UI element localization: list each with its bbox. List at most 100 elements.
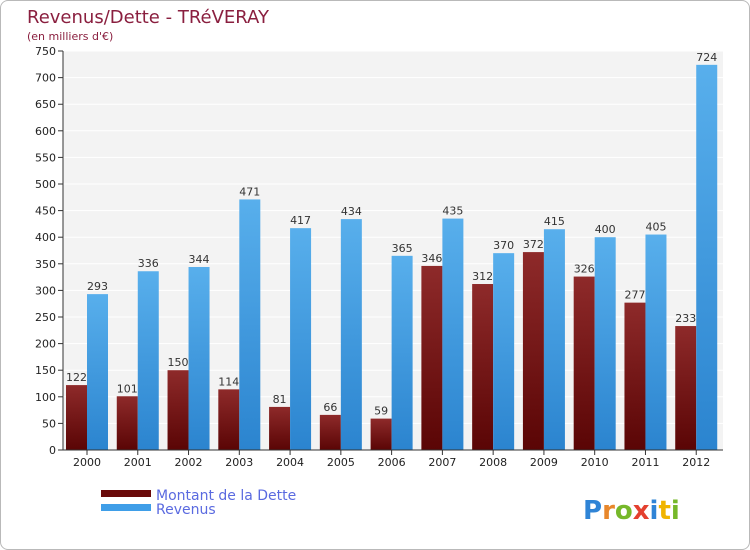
x-tick-label: 2010 <box>581 456 609 469</box>
data-label: 66 <box>323 401 337 414</box>
y-tick-label: 200 <box>35 338 56 351</box>
data-label: 101 <box>117 382 138 395</box>
y-tick-label: 400 <box>35 231 56 244</box>
bars: 122 293 101 336 150 344 114 471 81 417 66 434 59 365 3… <box>66 51 718 450</box>
proxiti-logo: Proxiti <box>583 496 680 526</box>
data-label: 434 <box>341 205 362 218</box>
logo-letter: P <box>583 496 602 526</box>
legend: Montant de la Dette Revenus <box>101 488 296 518</box>
data-label: 336 <box>138 257 159 270</box>
y-tick-label: 650 <box>35 98 56 111</box>
data-label: 312 <box>472 270 493 283</box>
bar-revenus <box>391 255 413 450</box>
data-label: 372 <box>523 238 544 251</box>
x-tick-label: 2009 <box>530 456 558 469</box>
bar-revenus <box>290 228 312 450</box>
bar-revenus <box>645 234 667 450</box>
y-tick-label: 350 <box>35 258 56 271</box>
logo-letter: o <box>615 496 633 526</box>
y-tick-label: 300 <box>35 284 56 297</box>
x-tick-label: 2003 <box>225 456 253 469</box>
data-label: 233 <box>675 312 696 325</box>
bar-dette <box>218 389 240 450</box>
bar-dette <box>421 265 443 450</box>
data-label: 405 <box>645 221 666 234</box>
x-tick-label: 2004 <box>276 456 304 469</box>
x-tick-label: 2006 <box>378 456 406 469</box>
x-axis: 2000 2001 2002 2003 2004 2005 2006 2007 2008 2009… <box>63 449 723 469</box>
logo-letter: t <box>658 496 670 526</box>
x-tick-label: 2007 <box>428 456 456 469</box>
data-label: 344 <box>189 253 210 266</box>
data-label: 400 <box>595 223 616 236</box>
logo-letter: r <box>602 496 615 526</box>
data-label: 81 <box>273 393 287 406</box>
bar-dette <box>370 418 392 450</box>
data-label: 435 <box>442 205 463 218</box>
logo-letter: x <box>633 496 650 526</box>
bar-revenus <box>442 218 464 450</box>
bar-dette <box>319 414 341 450</box>
data-label: 346 <box>421 252 442 265</box>
bar-revenus <box>340 219 362 450</box>
bar-revenus <box>696 64 718 450</box>
bar-revenus <box>188 266 210 450</box>
logo-wordmark: Proxiti <box>583 496 680 526</box>
bar-dette <box>116 396 138 450</box>
data-label: 59 <box>374 405 388 418</box>
bar-dette <box>66 385 87 450</box>
y-tick-label: 750 <box>35 45 56 58</box>
bar-dette <box>269 406 291 450</box>
bar-revenus <box>543 229 565 450</box>
y-tick-label: 250 <box>35 311 56 324</box>
logo-letter: i <box>650 496 659 526</box>
y-axis: 0 50 100 150 200 250 300 350 400 450 500 550 600 650 7… <box>35 45 64 457</box>
y-tick-label: 50 <box>42 417 56 430</box>
x-tick-label: 2012 <box>682 456 710 469</box>
data-label: 365 <box>392 242 413 255</box>
x-tick-label: 2001 <box>124 456 152 469</box>
x-tick-label: 2005 <box>327 456 355 469</box>
bar-revenus <box>493 253 515 450</box>
data-label: 326 <box>574 263 595 276</box>
bar-revenus <box>137 271 159 450</box>
legend-swatch-revenus <box>101 504 151 511</box>
chart-title: Revenus/Dette - TRéVERAY <box>27 7 270 28</box>
y-tick-label: 600 <box>35 125 56 138</box>
bar-dette <box>522 252 544 450</box>
chart-subtitle: (en milliers d'€) <box>27 30 113 43</box>
bar-dette <box>624 302 646 450</box>
data-label: 114 <box>218 375 239 388</box>
x-tick-label: 2000 <box>73 456 101 469</box>
x-tick-label: 2008 <box>479 456 507 469</box>
bar-dette <box>675 326 697 450</box>
data-label: 370 <box>493 239 514 252</box>
bar-revenus <box>594 237 616 450</box>
data-label: 277 <box>624 289 645 302</box>
y-tick-label: 700 <box>35 72 56 85</box>
y-tick-label: 150 <box>35 364 56 377</box>
data-label: 724 <box>696 51 717 64</box>
bar-dette <box>472 284 494 450</box>
bar-dette <box>167 370 189 450</box>
legend-label-debt: Montant de la Dette <box>156 488 296 504</box>
data-label: 122 <box>66 371 87 384</box>
y-tick-label: 100 <box>35 391 56 404</box>
bar-revenus <box>87 294 108 450</box>
y-tick-label: 0 <box>49 444 56 457</box>
x-tick-label: 2002 <box>175 456 203 469</box>
data-label: 293 <box>87 280 108 293</box>
y-tick-label: 550 <box>35 151 56 164</box>
data-label: 471 <box>239 185 260 198</box>
data-label: 417 <box>290 214 311 227</box>
legend-swatch-debt <box>101 490 151 497</box>
y-tick-label: 500 <box>35 178 56 191</box>
logo-letter: i <box>671 496 680 526</box>
y-tick-label: 450 <box>35 205 56 218</box>
data-label: 150 <box>168 356 189 369</box>
data-label: 415 <box>544 215 565 228</box>
x-tick-label: 2011 <box>631 456 659 469</box>
bar-dette <box>573 276 595 450</box>
